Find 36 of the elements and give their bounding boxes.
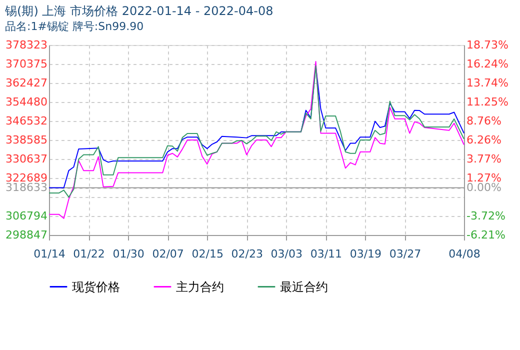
y-tick-label: 370375 xyxy=(6,58,48,70)
line-series xyxy=(48,61,464,219)
x-tick-label: 02/23 xyxy=(231,248,263,260)
y2-tick-label: 11.25% xyxy=(466,95,508,108)
y-tick-label: 346532 xyxy=(6,114,48,128)
y-tick-label: 338585 xyxy=(6,134,48,146)
y2-tick-label: 16.24% xyxy=(466,57,508,70)
y2-tick-label: 13.74% xyxy=(466,76,508,90)
y-tick-label: 330637 xyxy=(6,152,48,166)
x-tick-label: 01/30 xyxy=(112,248,144,260)
y2-tick-label: 3.77% xyxy=(466,152,502,166)
y-tick-label: 362427 xyxy=(6,76,48,90)
y-tick-label: 298847 xyxy=(6,228,48,242)
legend-label: 主力合约 xyxy=(176,280,224,294)
y2-tick-label: 18.73% xyxy=(466,38,508,52)
chart-subtitle: 品名:1#锡锭 牌号:Sn99.90 xyxy=(5,20,144,33)
x-tick-label: 03/27 xyxy=(389,248,422,260)
x-tick-label: 03/11 xyxy=(310,248,342,260)
x-tick-label: 04/08 xyxy=(448,248,480,260)
x-tick-label: 02/15 xyxy=(192,248,224,260)
x-tick-label: 03/19 xyxy=(350,248,382,260)
y2-tick-label: -6.21% xyxy=(466,228,506,242)
y2-tick-label: -3.72% xyxy=(466,210,506,223)
y-tick-label: 378323 xyxy=(6,38,48,52)
x-tick-label: 01/22 xyxy=(73,248,105,260)
legend-label: 最近合约 xyxy=(280,280,328,294)
legend-label: 现货价格 xyxy=(72,280,120,294)
y-tick-label: 354480 xyxy=(6,96,48,108)
y2-tick-label: 0.00% xyxy=(466,181,502,194)
chart-title: 锡(期) 上海 市场价格 2022-01-14 - 2022-04-08 xyxy=(4,4,274,18)
x-tick-label: 03/03 xyxy=(270,248,302,260)
y2-tick-label: 8.76% xyxy=(466,114,502,128)
y-tick-label: 306794 xyxy=(6,210,48,222)
x-tick-label: 02/07 xyxy=(152,248,184,260)
y2-tick-label: 6.26% xyxy=(466,134,502,146)
x-tick-label: 01/14 xyxy=(34,248,66,260)
